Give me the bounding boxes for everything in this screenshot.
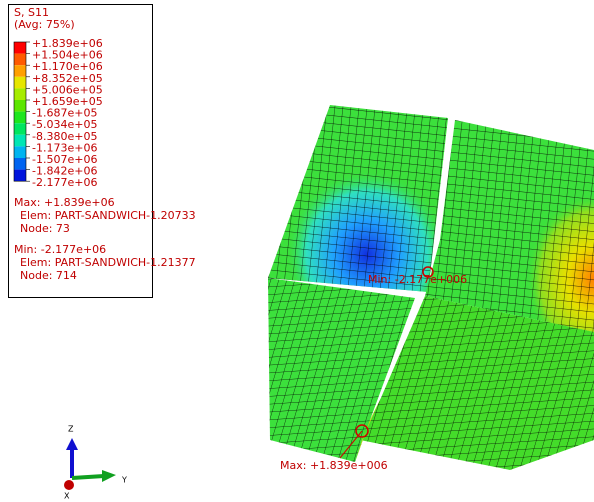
viewport: Min: -2.177e+006 Max: +1.839e+006 S, S11… [0,0,594,502]
viewport-min-label: Min: -2.177e+006 [368,273,467,286]
triad-y-head [102,470,116,482]
min-elem: Elem: PART-SANDWICH-1.21377 [20,256,196,269]
mesh [268,105,448,292]
min-node: Node: 714 [20,269,77,282]
color-bar [14,42,26,181]
max-label: Max: +1.839e+06 [14,196,115,209]
viewport-max-label: Max: +1.839e+006 [280,459,388,472]
max-node: Node: 73 [20,222,70,235]
legend-subtitle: (Avg: 75%) [14,18,75,31]
triad-y-label: Y [121,476,127,485]
triad-z-label: Z [68,425,74,434]
mesh [425,120,594,332]
max-elem: Elem: PART-SANDWICH-1.20733 [20,209,196,222]
triad-x [64,480,74,490]
triad-y [72,476,104,478]
legend-label: -2.177e+06 [32,176,97,189]
triad-z-head [66,438,78,450]
min-label: Min: -2.177e+06 [14,243,106,256]
triad-x-label: X [64,492,70,501]
scene: Min: -2.177e+006 Max: +1.839e+006 S, S11… [0,0,594,502]
